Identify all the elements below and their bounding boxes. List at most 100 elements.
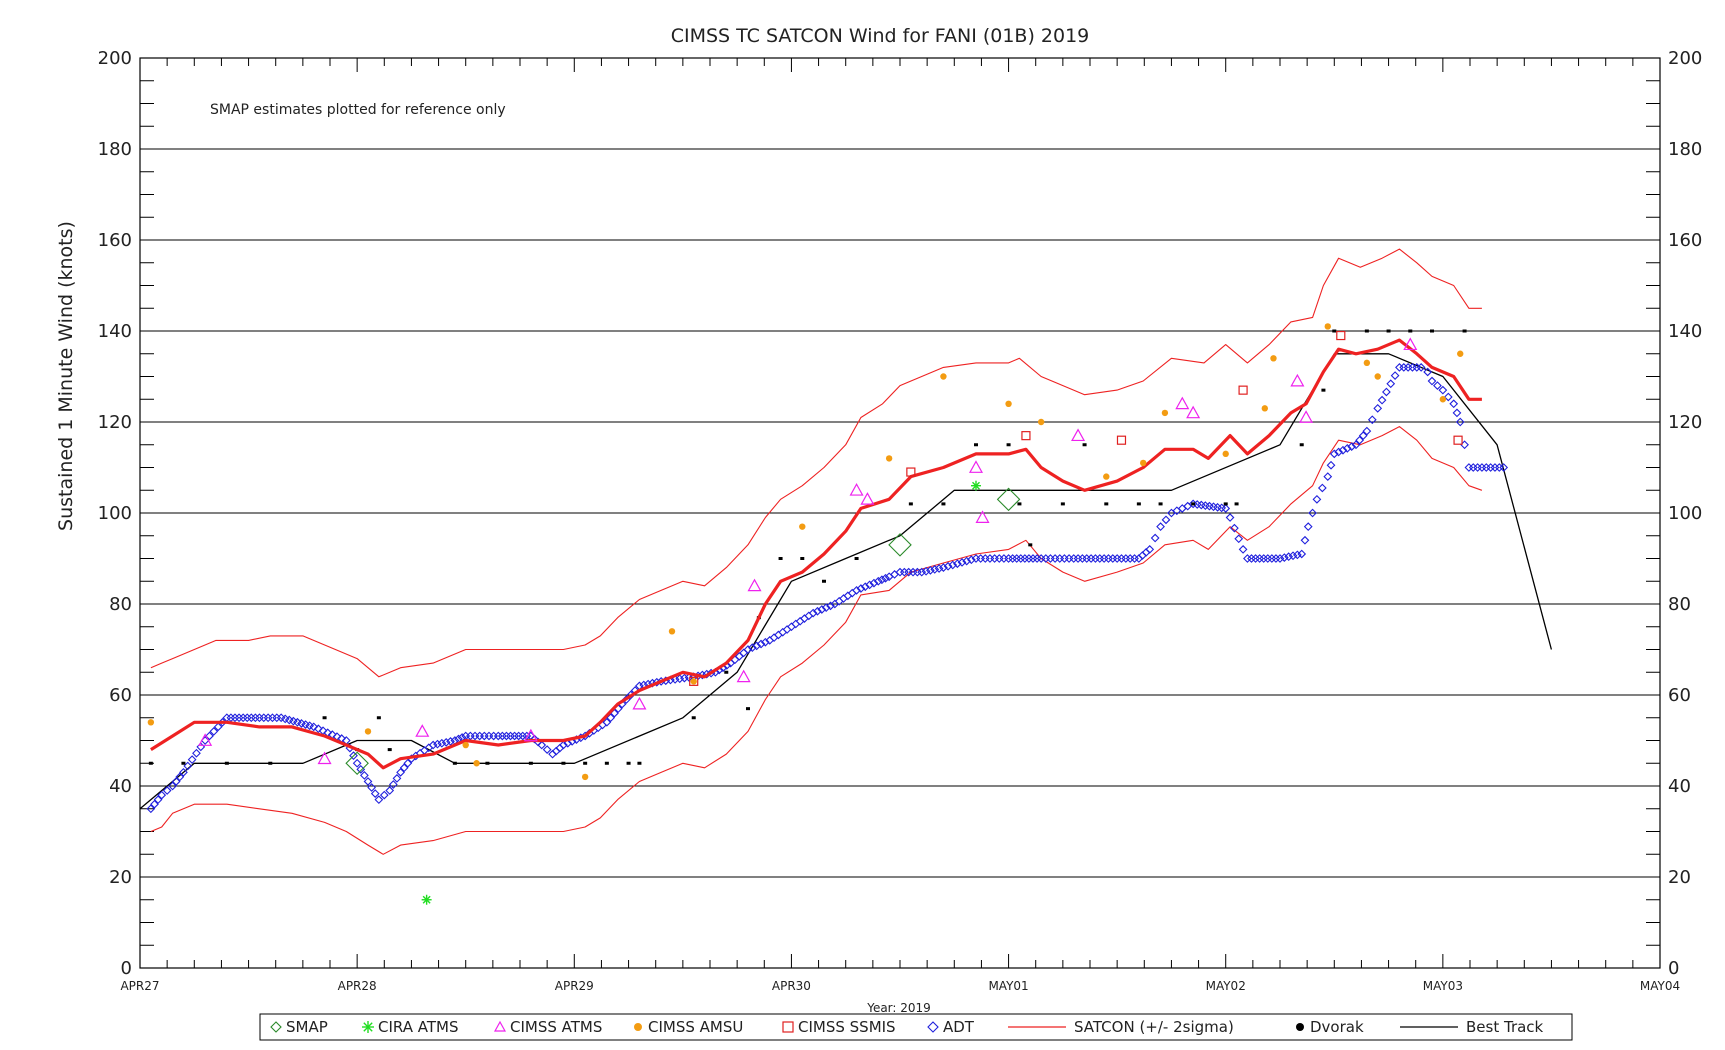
adt-point bbox=[939, 563, 948, 572]
adt-point bbox=[1338, 445, 1348, 455]
amsu-point bbox=[690, 678, 697, 685]
adt-point bbox=[1060, 554, 1069, 563]
legend-marker bbox=[493, 1020, 507, 1032]
adt-point bbox=[957, 558, 967, 567]
adt-point bbox=[1390, 371, 1400, 380]
adt-point bbox=[1377, 395, 1387, 405]
amsu-point bbox=[799, 523, 806, 530]
adt-point bbox=[1145, 545, 1155, 554]
x-tick-label: APR30 bbox=[772, 979, 811, 993]
adt-point bbox=[437, 738, 447, 748]
legend-box bbox=[259, 1013, 1573, 1041]
adt-point bbox=[385, 786, 395, 795]
y-tick-label-right: 80 bbox=[1668, 594, 1691, 615]
adt-point bbox=[446, 737, 455, 746]
dvorak-point bbox=[778, 557, 783, 560]
adt-point bbox=[1452, 408, 1462, 418]
adt-point bbox=[1161, 515, 1171, 525]
adt-point bbox=[747, 643, 757, 653]
adt-point bbox=[843, 591, 853, 601]
adt-point bbox=[1297, 549, 1307, 559]
adt-point bbox=[943, 561, 953, 571]
x-tick-label: MAY03 bbox=[1423, 979, 1463, 993]
adt-point bbox=[739, 648, 749, 658]
dvorak-point bbox=[452, 761, 457, 765]
atms-point bbox=[1186, 405, 1201, 419]
adt-point bbox=[881, 573, 890, 583]
dvorak-point bbox=[724, 670, 729, 674]
adt-point bbox=[433, 739, 442, 749]
adt-point bbox=[698, 670, 707, 680]
legend-marker bbox=[634, 1023, 642, 1031]
atms-point bbox=[968, 460, 984, 473]
dvorak-point bbox=[1386, 329, 1391, 333]
legend-label: CIMSS SSMIS bbox=[798, 1018, 896, 1036]
adt-point bbox=[1323, 472, 1333, 481]
atms-point bbox=[1290, 373, 1305, 387]
atms-point bbox=[198, 733, 213, 746]
ssmis-point bbox=[1453, 435, 1463, 445]
adt-point bbox=[374, 795, 384, 805]
dvorak-point bbox=[1332, 329, 1337, 333]
dvorak-point bbox=[224, 761, 229, 765]
satcon-lower-line bbox=[150, 426, 1483, 855]
dvorak-point bbox=[1299, 443, 1304, 447]
atms-point bbox=[415, 724, 430, 737]
ssmis-point bbox=[1238, 385, 1248, 395]
amsu-point bbox=[1457, 350, 1464, 357]
adt-point bbox=[869, 578, 879, 588]
x-tick-label: APR27 bbox=[120, 979, 159, 993]
amsu-point bbox=[1140, 459, 1147, 467]
adt-point bbox=[877, 575, 887, 585]
adt-point bbox=[1150, 533, 1160, 543]
adt-point bbox=[953, 559, 962, 569]
dvorak-point bbox=[604, 761, 609, 765]
y-tick-label-left: 20 bbox=[109, 867, 132, 888]
dvorak-point bbox=[485, 761, 490, 765]
dvorak-point bbox=[376, 716, 381, 720]
x-tick-label: MAY01 bbox=[988, 979, 1028, 993]
adt-point bbox=[192, 748, 201, 758]
dvorak-point bbox=[268, 761, 273, 765]
adt-point bbox=[813, 606, 822, 616]
adt-point bbox=[470, 731, 480, 741]
adt-point bbox=[756, 639, 766, 649]
amsu-point bbox=[364, 728, 372, 735]
adt-point bbox=[680, 673, 689, 683]
best-track-line bbox=[139, 353, 1553, 810]
adt-point bbox=[1055, 554, 1065, 563]
dvorak-point bbox=[1191, 502, 1196, 506]
x-tick-label: APR29 bbox=[555, 979, 594, 993]
adt-point bbox=[985, 554, 995, 563]
amsu-point bbox=[1374, 373, 1381, 380]
adt-point bbox=[930, 565, 940, 574]
dvorak-point bbox=[637, 761, 642, 765]
adt-point bbox=[800, 614, 809, 623]
adt-point bbox=[379, 790, 389, 800]
adt-point bbox=[475, 731, 485, 741]
x-axis-title: Year: 2019 bbox=[866, 1001, 931, 1015]
adt-point bbox=[1373, 403, 1383, 413]
atms-point bbox=[632, 696, 647, 710]
adt-point bbox=[873, 576, 883, 586]
adt-point bbox=[150, 799, 159, 809]
dvorak-point bbox=[800, 557, 805, 560]
y-tick-label-left: 80 bbox=[109, 594, 132, 615]
adt-point bbox=[684, 673, 694, 682]
adt-point bbox=[1275, 554, 1285, 563]
adt-point bbox=[187, 755, 197, 764]
amsu-point bbox=[1261, 405, 1269, 412]
dvorak-point bbox=[1158, 502, 1163, 506]
adt-point bbox=[171, 777, 181, 786]
adt-point bbox=[1329, 449, 1339, 459]
y-tick-label-left: 60 bbox=[109, 685, 132, 706]
adt-point bbox=[484, 731, 494, 741]
adt-point bbox=[479, 731, 489, 741]
adt-point bbox=[1326, 460, 1336, 470]
adt-point bbox=[1317, 483, 1327, 493]
y-tick-label-left: 0 bbox=[121, 958, 132, 979]
y-tick-label-right: 180 bbox=[1668, 139, 1702, 160]
adt-point bbox=[360, 771, 369, 780]
dvorak-point bbox=[1006, 443, 1011, 447]
dvorak-point bbox=[854, 557, 859, 560]
